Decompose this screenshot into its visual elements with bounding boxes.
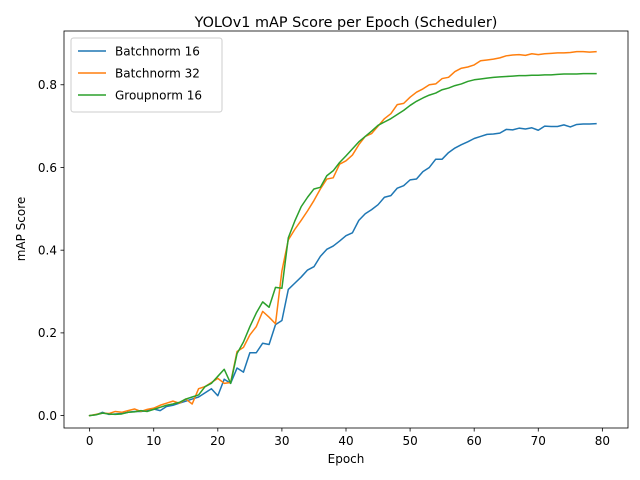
x-tick-label: 10: [146, 434, 161, 448]
x-tick-label: 20: [210, 434, 225, 448]
x-tick-label: 70: [531, 434, 546, 448]
y-axis: 0.0 0.2 0.4 0.6 0.8: [38, 78, 64, 423]
legend-label-2: Batchnorm 32: [115, 67, 200, 81]
y-tick-label: 0.4: [38, 243, 57, 257]
x-tick-label: 30: [274, 434, 289, 448]
series-layer: [88, 50, 597, 417]
x-axis-label: Epoch: [328, 452, 365, 466]
legend-label-3: Groupnorm 16: [115, 89, 202, 103]
y-tick-label: 0.6: [38, 161, 57, 175]
legend-label-1: Batchnorm 16: [115, 45, 200, 59]
y-tick-label: 0.0: [38, 409, 57, 423]
y-tick-label: 0.2: [38, 326, 57, 340]
x-tick-label: 40: [338, 434, 353, 448]
legend-box: [70, 37, 223, 113]
x-tick-label: 50: [402, 434, 417, 448]
x-tick-label: 0: [86, 434, 94, 448]
legend: Batchnorm 16 Batchnorm 32 Groupnorm 16: [70, 37, 223, 113]
x-tick-label: 80: [595, 434, 610, 448]
x-tick-label: 60: [467, 434, 482, 448]
y-tick-label: 0.8: [38, 78, 57, 92]
y-axis-label: mAP Score: [14, 197, 28, 262]
series-line-3: [88, 72, 597, 417]
chart-title: YOLOv1 mAP Score per Epoch (Scheduler): [194, 15, 498, 31]
series-line-1: [88, 122, 597, 417]
series-line-2: [88, 50, 597, 417]
x-axis: 0 10 20 30 40 50 60 70 80: [86, 428, 610, 448]
